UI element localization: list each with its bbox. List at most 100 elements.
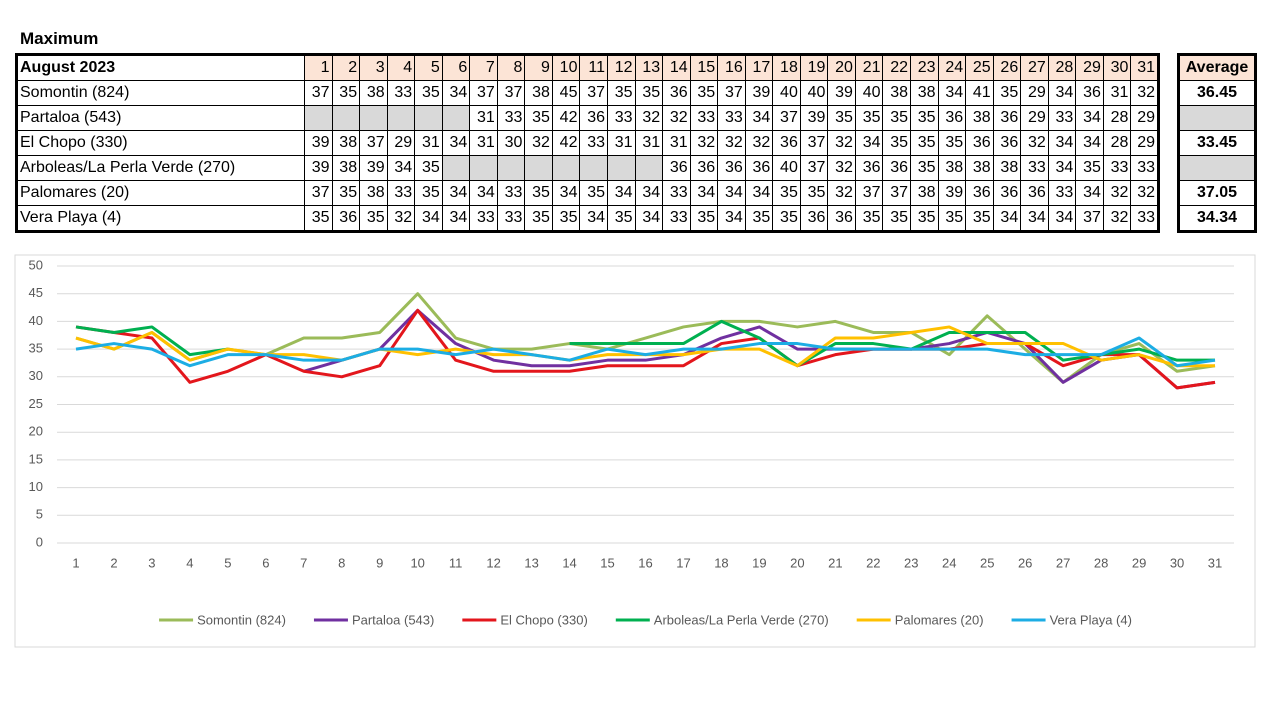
x-tick-label: 10: [410, 555, 424, 570]
station-name: Palomares (20): [16, 180, 305, 206]
value-cell: 33: [662, 205, 691, 232]
value-cell: 38: [992, 155, 1022, 181]
value-cell: 38: [331, 155, 361, 181]
value-cell: 42: [551, 130, 581, 156]
value-cell: 36: [662, 155, 691, 181]
value-cell: 41: [965, 80, 994, 106]
day-header: 20: [827, 54, 856, 81]
value-cell: 35: [854, 205, 884, 232]
value-cell: 35: [965, 205, 994, 232]
blank-cell: [551, 155, 581, 181]
x-tick-label: 12: [486, 555, 500, 570]
series-line: [75, 336, 1216, 368]
y-tick-label: 30: [29, 368, 43, 383]
value-cell: 34: [579, 205, 609, 232]
value-cell: 38: [359, 80, 388, 106]
day-header: 21: [854, 54, 884, 81]
series-line: [303, 308, 1216, 390]
value-cell: 36: [772, 130, 801, 156]
value-cell: 28: [1102, 105, 1132, 131]
value-cell: 33: [496, 205, 526, 232]
value-cell: 38: [882, 80, 912, 106]
day-header: 24: [937, 54, 967, 81]
x-tick-label: 14: [562, 555, 576, 570]
value-cell: 35: [607, 80, 636, 106]
y-tick-label: 20: [29, 424, 43, 439]
x-tick-label: 30: [1170, 555, 1184, 570]
blank-cell: [1178, 155, 1256, 181]
value-cell: 35: [910, 105, 939, 131]
average-row: [1178, 105, 1256, 131]
y-tick-label: 5: [36, 507, 43, 522]
average-row: [1178, 155, 1256, 181]
day-header: 9: [524, 54, 553, 81]
value-cell: 37: [304, 180, 333, 206]
blank-cell: [304, 105, 333, 131]
value-cell: 35: [744, 205, 774, 232]
x-tick-label: 28: [1094, 555, 1108, 570]
x-tick-label: 17: [676, 555, 690, 570]
table-row: Somontin (824) 37 35 38 33 35 34 37 37 38 45 37 35 35…: [16, 80, 1159, 106]
blank-cell: [496, 155, 526, 181]
value-cell: 35: [524, 105, 553, 131]
y-tick-label: 50: [29, 257, 43, 272]
x-tick-label: 19: [752, 555, 766, 570]
value-cell: 34: [744, 105, 774, 131]
day-header: 28: [1047, 54, 1077, 81]
y-tick-label: 45: [29, 285, 43, 300]
value-cell: 32: [386, 205, 416, 232]
value-cell: 33: [386, 80, 416, 106]
day-header: 11: [579, 54, 609, 81]
value-cell: 36: [717, 155, 746, 181]
value-cell: 39: [304, 130, 333, 156]
value-cell: 35: [799, 180, 829, 206]
value-cell: 32: [827, 130, 856, 156]
value-cell: 34: [854, 130, 884, 156]
day-header: 29: [1075, 54, 1104, 81]
table-header: August 2023: [16, 54, 305, 81]
value-cell: 37: [304, 80, 333, 106]
value-cell: 30: [496, 130, 526, 156]
station-name: El Chopo (330): [16, 130, 305, 156]
x-tick-label: 18: [714, 555, 728, 570]
x-tick-label: 26: [1018, 555, 1032, 570]
value-cell: 35: [304, 205, 333, 232]
value-cell: 34: [744, 180, 774, 206]
value-cell: 31: [469, 130, 498, 156]
day-header: 12: [607, 54, 636, 81]
x-tick-label: 3: [148, 555, 155, 570]
average-row: 33.45: [1178, 130, 1256, 156]
value-cell: 33: [496, 180, 526, 206]
value-cell: 39: [744, 80, 774, 106]
value-cell: 33: [1047, 180, 1077, 206]
chart-frame: [14, 254, 1256, 648]
x-tick-label: 8: [338, 555, 345, 570]
value-cell: 34: [1075, 180, 1104, 206]
day-header: 2: [331, 54, 361, 81]
value-cell: 35: [414, 80, 443, 106]
value-cell: 34: [634, 205, 664, 232]
blank-cell: [414, 105, 443, 131]
blank-cell: [441, 105, 471, 131]
table-row: Vera Playa (4) 35 36 35 32 34 34 33 33 35 35 34 35 34…: [16, 205, 1159, 232]
legend-label: Partaloa (543): [352, 612, 434, 627]
station-name: Partaloa (543): [16, 105, 305, 131]
day-header: 30: [1102, 54, 1132, 81]
value-cell: 34: [1020, 205, 1049, 232]
value-cell: 29: [1130, 130, 1159, 156]
value-cell: 31: [414, 130, 443, 156]
day-header: 19: [799, 54, 829, 81]
day-header: 27: [1020, 54, 1049, 81]
value-cell: 34: [689, 180, 719, 206]
value-cell: 33: [1130, 205, 1159, 232]
day-header: 23: [910, 54, 939, 81]
value-cell: 38: [910, 180, 939, 206]
value-cell: 35: [689, 205, 719, 232]
average-row: 37.05: [1178, 180, 1256, 206]
value-cell: 32: [1102, 205, 1132, 232]
value-cell: 33: [689, 105, 719, 131]
value-cell: 36: [662, 80, 691, 106]
value-cell: 33: [717, 105, 746, 131]
value-cell: 35: [331, 180, 361, 206]
